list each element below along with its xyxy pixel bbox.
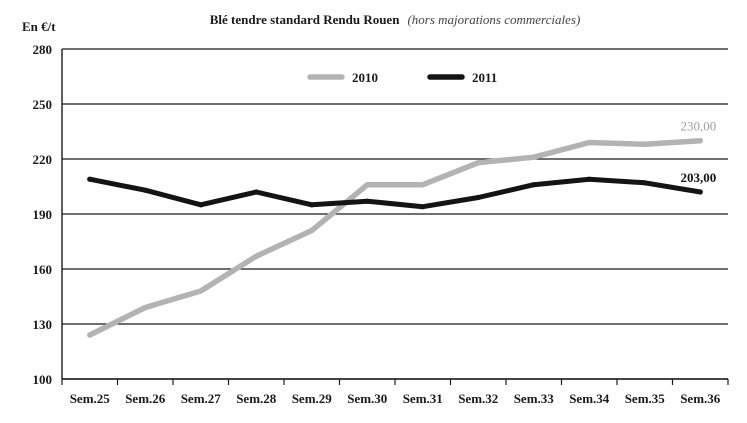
data-point-2010 <box>253 253 259 259</box>
data-point-2010 <box>531 154 537 160</box>
plot-frame <box>61 49 728 380</box>
data-point-2011 <box>198 202 204 208</box>
y-axis-unit-label: En €/t <box>22 19 56 34</box>
series-lines <box>87 137 704 338</box>
y-tick-label: 160 <box>33 262 53 277</box>
legend-label-2010: 2010 <box>352 70 378 85</box>
data-point-2010 <box>87 332 93 338</box>
data-point-2010 <box>364 182 370 188</box>
data-point-2011 <box>253 189 259 195</box>
data-point-2010 <box>142 304 148 311</box>
x-tick-label: Sem.36 <box>680 391 721 406</box>
end-labels: 230,00 203,00 <box>681 119 717 185</box>
data-point-2011 <box>586 176 592 182</box>
chart-title-main: Blé tendre standard Rendu Rouen <box>210 12 401 27</box>
grid-lines <box>62 48 728 380</box>
data-point-2010 <box>697 138 703 144</box>
x-tick-label: Sem.30 <box>347 391 387 406</box>
y-tick-label: 280 <box>33 42 53 57</box>
y-tick-label: 250 <box>33 97 53 112</box>
data-point-2011 <box>475 194 481 201</box>
data-point-2011 <box>87 176 93 182</box>
x-tick-label: Sem.29 <box>292 391 333 406</box>
x-tick-label: Sem.31 <box>403 391 443 406</box>
data-point-2010 <box>475 160 481 166</box>
end-value-label-2011: 203,00 <box>681 170 717 185</box>
y-tick-label: 220 <box>33 152 53 167</box>
x-tick-label: Sem.32 <box>458 391 498 406</box>
data-point-2011 <box>364 198 370 204</box>
data-point-2011 <box>697 189 703 195</box>
x-tick-label: Sem.33 <box>514 391 555 406</box>
end-value-label-2010: 230,00 <box>681 119 717 134</box>
x-tick-label: Sem.26 <box>125 391 166 406</box>
series-line-2011 <box>87 176 703 210</box>
legend-label-2011: 2011 <box>472 70 497 85</box>
data-point-2010 <box>309 227 315 234</box>
data-point-2011 <box>420 204 426 210</box>
data-point-2010 <box>198 288 204 294</box>
data-point-2011 <box>531 182 537 188</box>
chart-title: Blé tendre standard Rendu Rouen (hors ma… <box>210 11 581 28</box>
x-tick-label: Sem.28 <box>236 391 277 406</box>
data-point-2011 <box>142 187 148 193</box>
chart-subtitle: (hors majorations commerciales) <box>407 12 580 27</box>
legend: 2010 2011 <box>307 70 497 85</box>
data-point-2011 <box>309 202 315 208</box>
y-axis-ticks: 100 130 160 190 220 250 280 <box>33 42 53 387</box>
x-tick-label: Sem.34 <box>569 391 610 406</box>
y-tick-label: 100 <box>33 372 53 387</box>
data-point-2010 <box>420 182 426 188</box>
y-tick-label: 130 <box>33 317 53 332</box>
data-point-2011 <box>642 180 648 186</box>
series-line-2010 <box>87 137 704 338</box>
y-tick-label: 190 <box>33 207 53 222</box>
x-tick-label: Sem.35 <box>625 391 666 406</box>
x-axis-ticks: Sem.25 Sem.26 Sem.27 Sem.28 Sem.29 Sem.30 Sem.… <box>61 379 729 406</box>
data-point-2010 <box>642 141 648 147</box>
x-tick-label: Sem.25 <box>70 391 111 406</box>
x-tick-label: Sem.27 <box>181 391 222 406</box>
data-point-2010 <box>586 139 592 146</box>
